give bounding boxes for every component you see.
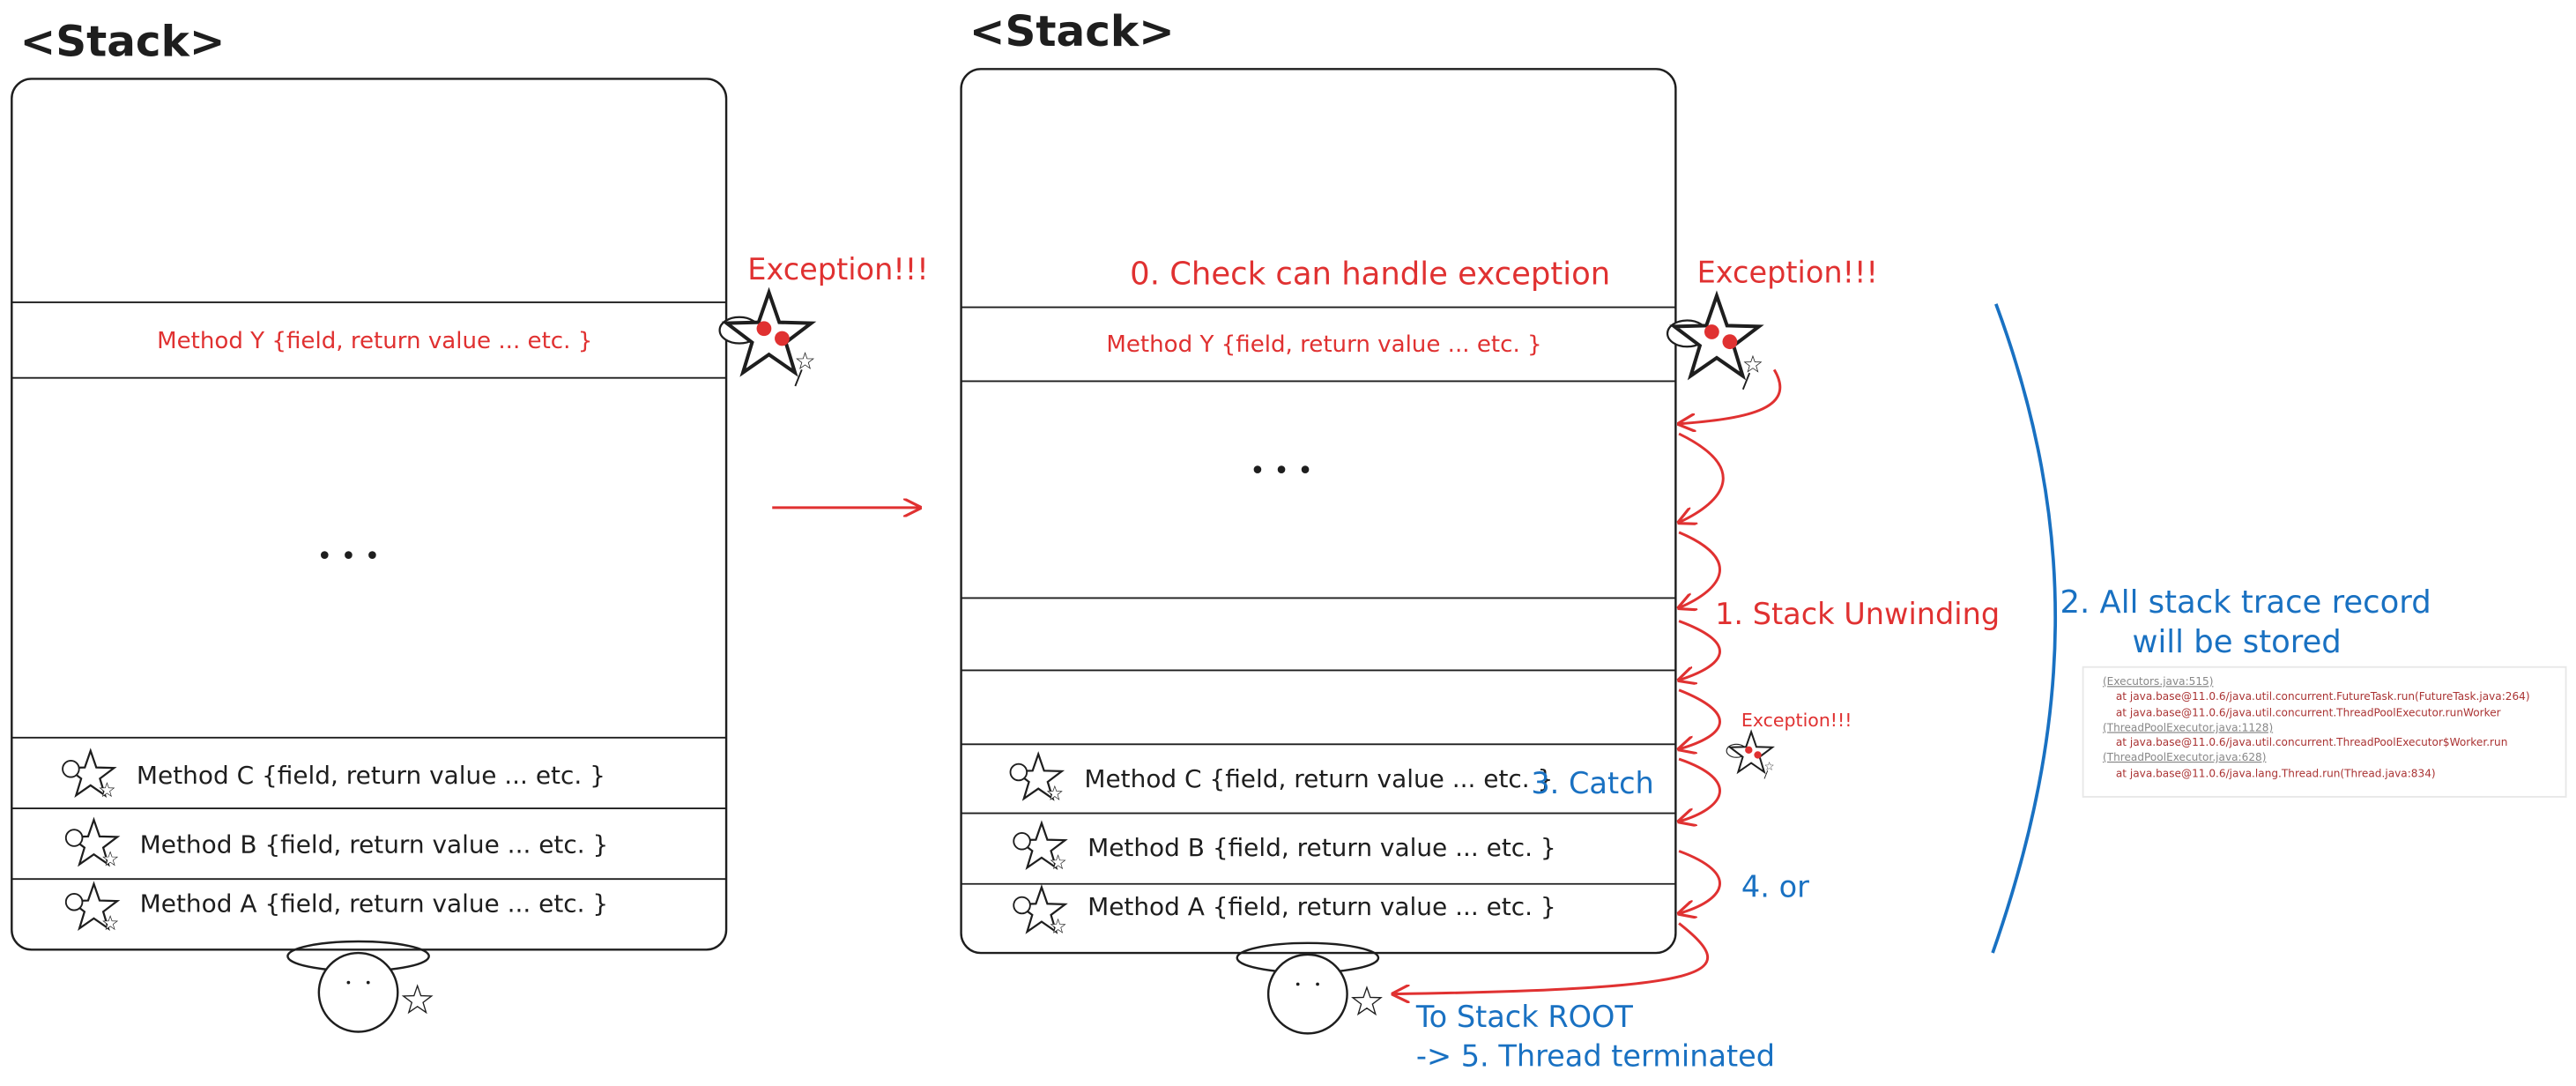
stack-title: <Stack> xyxy=(969,7,1175,56)
exception-label: Exception!!! xyxy=(1741,710,1852,731)
ellipsis: • • • xyxy=(317,541,381,572)
unwinding-arrows xyxy=(1393,368,1782,993)
exception-label: Exception!!! xyxy=(747,252,928,286)
frame-label: Method B {field, return value ... etc. } xyxy=(140,829,609,859)
frame-label: Method C {field, return value ... etc. } xyxy=(137,761,605,790)
trace-line: at java.base@11.0.6/java.lang.Thread.run… xyxy=(2116,768,2436,780)
trace-line: (ThreadPoolExecutor.java:1128) xyxy=(2103,721,2273,733)
trace-line: at java.base@11.0.6/java.util.concurrent… xyxy=(2116,690,2530,703)
frame-label: Method Y {field, return value ... etc. } xyxy=(1106,331,1541,358)
frame-label: Method A {field, return value ... etc. } xyxy=(1088,892,1556,921)
bracket xyxy=(1991,303,2058,954)
ellipsis: • • • xyxy=(1250,456,1313,487)
exception-label: Exception!!! xyxy=(1697,256,1878,290)
trace-line: (ThreadPoolExecutor.java:628) xyxy=(2103,751,2267,763)
step-label: 2. All stack trace record xyxy=(2060,584,2431,621)
trace-line: at java.base@11.0.6/java.util.concurrent… xyxy=(2116,707,2501,719)
stack-title: <Stack> xyxy=(20,17,226,66)
stack-box xyxy=(960,68,1677,955)
right-stack: <Stack> 0. Check can handle exception Me… xyxy=(960,7,1878,1033)
trace-line: (Executors.java:515) xyxy=(2103,675,2214,688)
trace-line: at java.base@11.0.6/java.util.concurrent… xyxy=(2116,736,2508,748)
step-label: 3. Catch xyxy=(1531,766,1653,800)
frame-label: Method A {field, return value ... etc. } xyxy=(140,889,609,918)
frame-label: Method B {field, return value ... etc. } xyxy=(1088,833,1556,862)
step-label: -> 5. Thread terminated xyxy=(1416,1039,1775,1074)
step-label: 4. or xyxy=(1741,870,1809,904)
frame-label: Method Y {field, return value ... etc. } xyxy=(157,328,592,354)
step-label: will be stored xyxy=(2133,624,2342,660)
trace-box xyxy=(2082,666,2567,798)
stack-trace: (Executors.java:515) at java.base@11.0.6… xyxy=(2082,666,2567,798)
step-label: To Stack ROOT xyxy=(1415,1000,1634,1034)
stack-box xyxy=(11,78,728,951)
left-stack: <Stack> Method Y {field, return value ..… xyxy=(11,17,929,1031)
frame-label: Method C {field, return value ... etc. } xyxy=(1084,764,1553,793)
step-label: 0. Check can handle exception xyxy=(1130,256,1610,292)
step-label: 1. Stack Unwinding xyxy=(1715,597,2000,631)
